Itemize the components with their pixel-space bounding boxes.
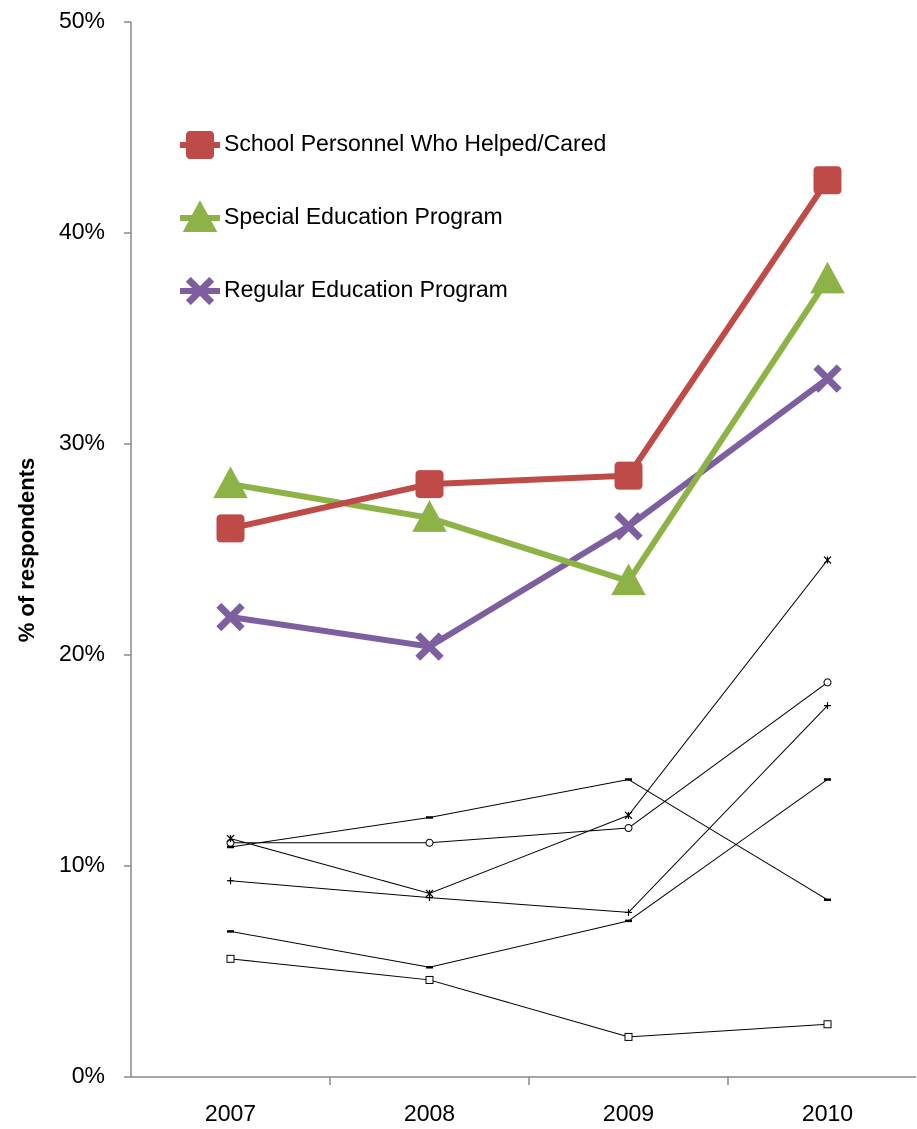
series-line: [230, 778, 828, 901]
series-line: [230, 376, 830, 650]
data-point: [611, 563, 646, 596]
series-line: [230, 559, 828, 894]
y-axis-label: % of respondents: [14, 458, 39, 643]
series-line: [230, 705, 828, 913]
data-point: [824, 702, 831, 710]
data-point: [624, 1032, 633, 1041]
data-point: [412, 500, 447, 532]
data-point: [625, 908, 632, 916]
x-tick-label: 2008: [404, 1100, 455, 1126]
y-tick-label: 40%: [59, 218, 105, 244]
legend-marker: [186, 131, 214, 159]
data-point: [227, 877, 234, 885]
data-point: [415, 632, 444, 661]
data-point: [810, 261, 845, 294]
y-tick-label: 20%: [59, 640, 105, 666]
series-line: [230, 682, 828, 844]
legend-label: Special Education Program: [224, 203, 503, 229]
data-point: [823, 556, 832, 564]
legend-label: Regular Education Program: [224, 276, 508, 302]
data-point: [226, 834, 235, 843]
data-point: [813, 166, 842, 195]
data-point: [624, 824, 633, 833]
data-point: [813, 364, 842, 393]
data-point: [216, 514, 245, 543]
data-point: [425, 889, 434, 898]
x-tick-label: 2009: [603, 1100, 654, 1126]
y-tick-label: 0%: [72, 1062, 105, 1088]
series-line: [229, 277, 831, 585]
series-line: [230, 958, 828, 1038]
data-point: [425, 838, 434, 847]
legend-marker: [185, 276, 215, 306]
legend-label: School Personnel Who Helped/Cared: [224, 130, 606, 156]
data-point: [614, 512, 643, 541]
data-point: [823, 678, 832, 687]
data-point: [213, 466, 248, 499]
y-tick-label: 30%: [59, 429, 105, 455]
data-point: [216, 602, 245, 632]
x-tick-label: 2007: [205, 1100, 256, 1126]
legend-marker: [182, 200, 218, 232]
data-point: [614, 461, 643, 490]
data-point: [823, 1020, 832, 1029]
data-point: [624, 811, 633, 820]
y-tick-label: 10%: [59, 851, 105, 877]
series-line: [229, 178, 830, 532]
x-tick-label: 2010: [802, 1100, 853, 1126]
y-tick-label: 50%: [59, 7, 105, 33]
data-point: [415, 470, 444, 499]
data-point: [226, 954, 235, 963]
series-line: [230, 779, 828, 968]
data-point: [425, 975, 434, 984]
